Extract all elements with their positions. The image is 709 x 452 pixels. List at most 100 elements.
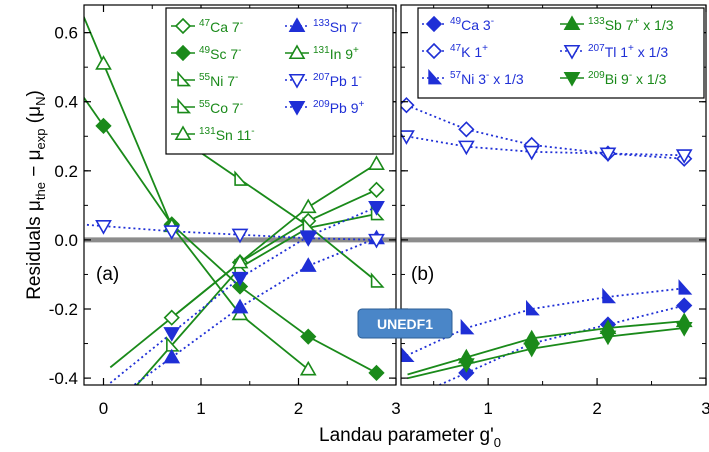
series-extension	[109, 316, 173, 369]
panel-a-series	[84, 15, 385, 385]
legends-layer: 47Ca 7- 49Sc 7- 55Ni 7- 55Co 7- 131Sn 11- 133…	[165, 7, 705, 155]
data-point	[401, 130, 415, 145]
legend-label: 47Ca 7-	[199, 18, 243, 35]
series-line	[171, 237, 377, 359]
data-point	[231, 228, 249, 244]
legend-marker	[288, 17, 306, 33]
legend-label: 55Co 7-	[199, 99, 243, 116]
series-line	[406, 104, 685, 160]
series-57ni	[401, 279, 693, 363]
legend-label: 133Sb 7+ x 1/3	[588, 16, 674, 33]
data-point	[523, 145, 541, 161]
y-tick-label: 0.2	[54, 162, 78, 181]
legend-marker	[563, 44, 581, 60]
series-207pb	[84, 220, 385, 249]
y-tick-label: -0.2	[49, 300, 78, 319]
legend-marker	[177, 97, 192, 114]
x-tick-label: 0	[99, 399, 108, 418]
data-point	[95, 55, 112, 70]
legend-label: 55Ni 7-	[199, 72, 238, 89]
data-point	[300, 328, 317, 345]
legend-marker	[288, 73, 306, 89]
legend-sample	[560, 44, 584, 60]
series-line	[171, 188, 377, 319]
data-point	[401, 346, 415, 363]
y-tick-label: 0.6	[54, 24, 78, 43]
y-tick-label: 0.4	[54, 93, 78, 112]
data-point	[678, 279, 693, 295]
data-point	[163, 327, 181, 342]
legend-panel-a: 47Ca 7- 49Sc 7- 55Ni 7- 55Co 7- 131Sn 11- 133…	[165, 7, 394, 155]
y-axis-label: Residuals μthe − μexp (μN)	[24, 90, 48, 300]
series-extension	[84, 96, 105, 127]
data-point	[675, 321, 693, 337]
legend-sample	[285, 100, 309, 116]
x-tick-label: 2	[294, 399, 303, 418]
legend-sample	[422, 42, 446, 60]
series-extension	[84, 223, 104, 227]
legend-sample	[285, 73, 309, 89]
series-209pb	[109, 201, 385, 384]
data-point	[457, 140, 475, 156]
legend-sample	[560, 15, 584, 31]
legend-label: 49Sc 7-	[199, 45, 241, 62]
series-extension	[135, 344, 173, 385]
series-line	[465, 304, 685, 374]
legend-marker	[425, 42, 443, 60]
data-point	[231, 278, 249, 295]
panel-frame	[83, 4, 397, 386]
data-point	[460, 318, 475, 335]
labels-layer: Residuals μthe − μexp (μN) Landau parame…	[24, 24, 709, 450]
legend-label: 207Tl 1+ x 1/3	[588, 43, 668, 60]
series-line	[171, 206, 377, 334]
legend-sample	[285, 44, 309, 60]
data-point	[231, 253, 249, 269]
x-tick-label: 1	[196, 399, 205, 418]
data-point	[458, 121, 475, 138]
series-55co	[178, 136, 385, 288]
legend-label: 209Bi 9- x 1/3	[588, 70, 667, 87]
legend-sample	[422, 15, 446, 33]
data-point	[599, 330, 617, 346]
data-point	[602, 287, 617, 304]
legend-marker	[288, 44, 306, 60]
x-tick-label: 3	[391, 399, 400, 418]
series-207tl	[401, 130, 693, 164]
series-extension	[407, 363, 467, 380]
legend-sample	[171, 125, 195, 141]
data-point	[231, 298, 249, 314]
x-tick-label: 1	[483, 399, 492, 418]
legend-sample	[285, 17, 309, 33]
data-point	[299, 257, 317, 272]
data-point	[370, 272, 385, 288]
legend-marker	[177, 70, 192, 87]
legend-sample	[171, 44, 195, 62]
legend-marker	[174, 44, 192, 62]
legend-marker	[174, 125, 192, 141]
legend-label: 209Pb 9+	[313, 99, 365, 116]
data-point	[457, 358, 475, 373]
data-point	[163, 309, 180, 326]
series-extension	[178, 261, 241, 313]
panel-tag: (b)	[411, 264, 434, 285]
data-point	[368, 155, 385, 170]
legend-label: 133Sn 7-	[313, 18, 362, 35]
legend-sample	[171, 97, 195, 114]
data-point	[458, 364, 475, 382]
data-point	[368, 181, 385, 198]
legend-label: 207Pb 1-	[313, 72, 362, 89]
data-point	[368, 364, 385, 382]
legend-label: 131Sn 11-	[199, 126, 255, 143]
legend-panel-b: 49Ca 3- 47K 1+ 57Ni 3- x 1/3 133Sb 7+ x 1/3…	[417, 7, 705, 99]
y-tick-label: -0.4	[49, 369, 78, 388]
data-point	[676, 297, 693, 314]
data-point	[231, 271, 249, 287]
data-point	[95, 220, 112, 235]
panel-b-series	[401, 97, 693, 385]
legend-marker	[174, 17, 192, 35]
legend-sample	[560, 71, 584, 87]
panel-frame	[400, 4, 707, 386]
legend-label: 49Ca 3-	[450, 16, 494, 33]
series-47ca	[109, 181, 385, 369]
